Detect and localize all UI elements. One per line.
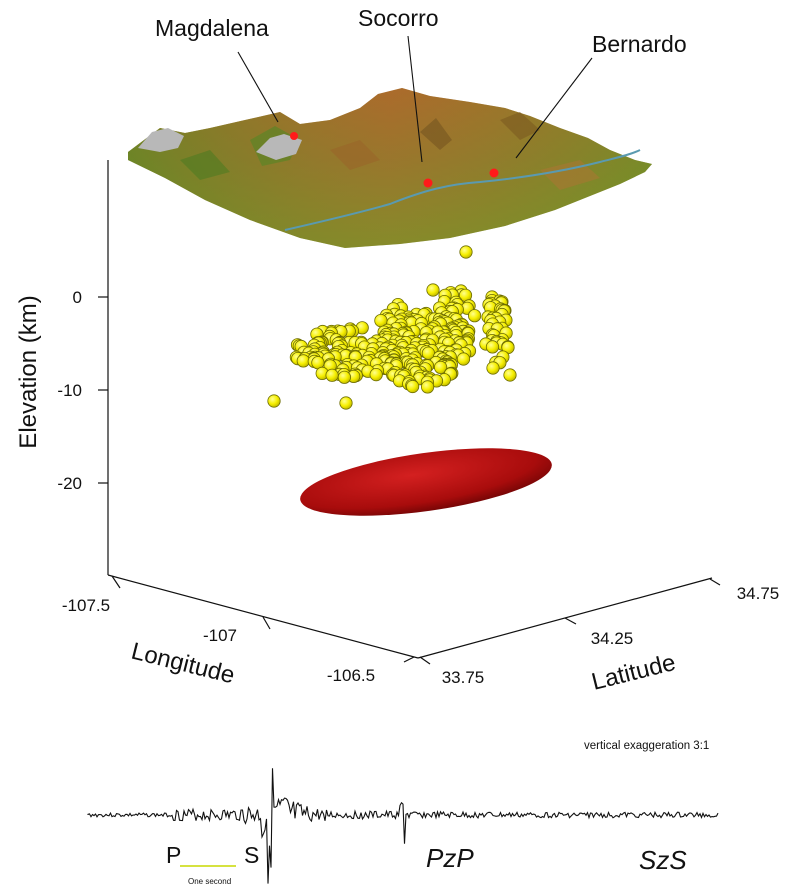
longitude-axis-title: Longitude: [129, 638, 238, 690]
latitude-axis-title: Latitude: [589, 649, 678, 696]
longitude-axis-line: [107, 574, 419, 659]
hypocenter-dot: [369, 367, 383, 382]
earthquake-hypocenters: [267, 245, 517, 410]
place-label-magdalena: Magdalena: [155, 15, 269, 41]
vertical-exaggeration-note: vertical exaggeration 3:1: [584, 740, 709, 752]
hypocenter-dot: [433, 360, 448, 374]
hypocenter-dot: [503, 368, 517, 382]
seismogram-trace: [87, 768, 719, 884]
elevation-axis-title: Elevation (km): [15, 295, 42, 448]
elevation-tick-0: 0: [73, 288, 82, 307]
phase-label-pzp: PzP: [426, 843, 474, 873]
hypocenter-dot: [267, 394, 281, 408]
hypocenter-dot: [459, 245, 473, 259]
snow-peak-magdalena: [256, 134, 302, 160]
hypocenter-dot: [456, 352, 471, 366]
hypocenter-dot: [337, 370, 351, 384]
one-second-label: One second: [188, 877, 231, 886]
town-dot-bernardo: [489, 168, 499, 178]
hypocenter-dot: [486, 361, 500, 375]
leader-lines: [237, 35, 593, 163]
longitude-tick-107-5: -107.5: [62, 596, 110, 615]
hypocenter-dot: [296, 354, 310, 368]
latitude-tick-34-75: 34.75: [737, 584, 780, 603]
phase-label-p: P: [166, 842, 181, 868]
elevation-tick-minus-20: -20: [57, 474, 82, 493]
hypocenter-dot: [339, 396, 353, 410]
town-dot-magdalena: [290, 132, 298, 140]
town-markers: [290, 132, 499, 188]
river-rio-grande: [284, 149, 641, 231]
hypocenter-dot: [405, 379, 420, 394]
elevation-tick-minus-10: -10: [57, 381, 82, 400]
hypocenter-dot: [420, 380, 435, 394]
latitude-tick-34-25: 34.25: [591, 629, 634, 648]
phase-label-s: S: [244, 842, 259, 868]
phase-label-szs: SzS: [639, 845, 687, 875]
terrain-surface: [128, 88, 652, 248]
place-label-bernardo: Bernardo: [592, 31, 687, 57]
longitude-tick-106-5: -106.5: [327, 666, 375, 685]
hypocenter-dot: [485, 340, 500, 354]
hypocenter-dot: [467, 309, 482, 323]
town-dot-socorro: [423, 178, 433, 188]
hypocenter-dot: [325, 368, 339, 382]
place-label-socorro: Socorro: [358, 5, 439, 31]
latitude-tick-33-75: 33.75: [442, 668, 485, 687]
longitude-tick-107: -107: [203, 626, 237, 645]
axes-frame: [98, 160, 721, 665]
magma-body-ellipsoid: [300, 448, 552, 516]
hypocenter-dot: [426, 283, 440, 297]
snow-peak-west: [138, 128, 184, 152]
